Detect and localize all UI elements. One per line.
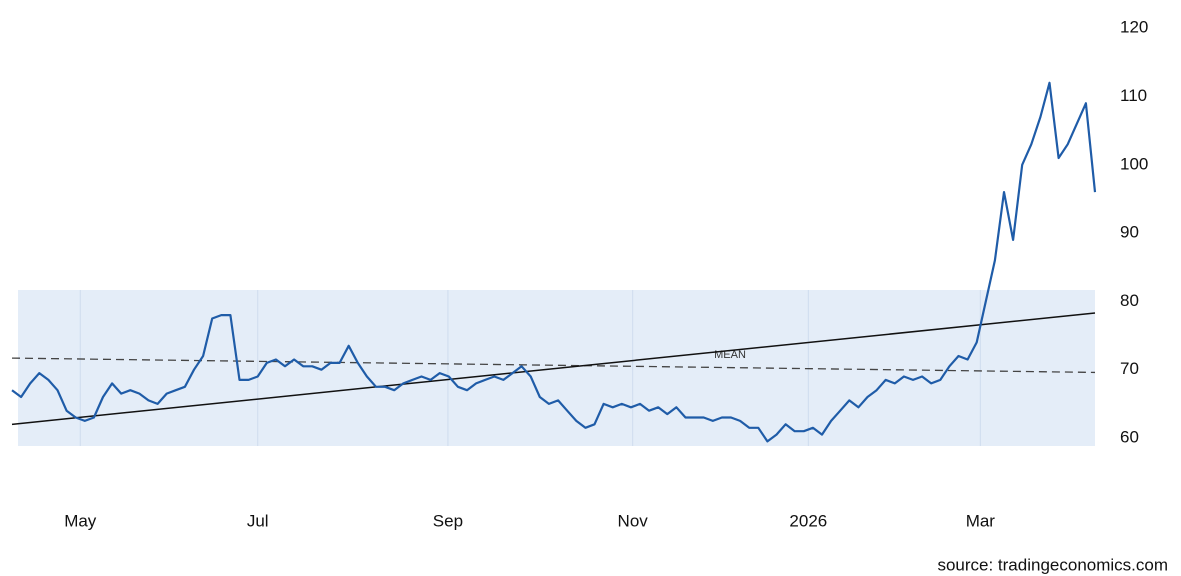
trend-line — [11, 312, 1096, 426]
y-tick-label: 100 — [1120, 154, 1148, 173]
x-tick-label: Mar — [966, 511, 996, 530]
x-tick-label: Jul — [247, 511, 269, 530]
y-tick-label: 80 — [1120, 291, 1139, 310]
y-tick-label: 70 — [1120, 359, 1139, 378]
y-tick-label: 60 — [1120, 427, 1139, 446]
y-tick-label: 90 — [1120, 223, 1139, 242]
x-tick-label: May — [64, 511, 97, 530]
x-tick-label: Sep — [433, 511, 463, 530]
y-tick-label: 120 — [1120, 18, 1148, 37]
mean-label: MEAN — [714, 349, 746, 361]
x-tick-label: 2026 — [789, 511, 827, 530]
x-tick-label: Nov — [618, 511, 649, 530]
price-line — [11, 81, 1097, 443]
y-tick-label: 110 — [1120, 86, 1147, 105]
source: source: tradingeconomics.com — [937, 555, 1168, 574]
mean-line — [11, 357, 1096, 374]
